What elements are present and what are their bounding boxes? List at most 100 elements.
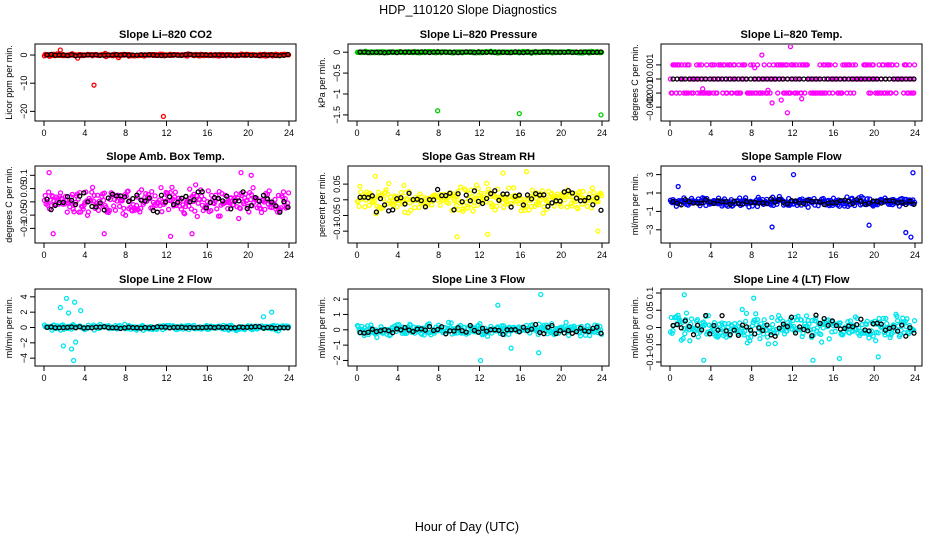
hourly-point — [402, 201, 408, 207]
data-point — [537, 197, 543, 204]
data-point — [714, 90, 720, 96]
hourly-point — [285, 51, 291, 58]
hourly-point — [553, 198, 559, 204]
data-point — [724, 90, 730, 96]
outlier-point — [167, 233, 174, 239]
outlier-point — [72, 339, 79, 345]
hourly-point — [455, 191, 461, 197]
hourly-point — [365, 195, 371, 201]
hourly-point — [134, 192, 140, 198]
hourly-point — [467, 322, 473, 329]
data-point — [847, 318, 854, 324]
data-point — [895, 318, 901, 324]
data-point — [475, 185, 481, 192]
hourly-point — [841, 325, 848, 332]
data-point — [470, 208, 476, 214]
y-tick-label: −2 — [332, 355, 342, 365]
data-point — [683, 310, 690, 316]
data-point — [883, 315, 889, 322]
data-point — [489, 202, 496, 208]
hourly-point — [93, 204, 99, 210]
panel-title: Slope Li–820 Temp. — [741, 29, 843, 41]
data-point — [460, 208, 466, 214]
data-point — [85, 209, 92, 215]
y-tick-label: 0 — [645, 325, 655, 330]
hourly-point — [727, 331, 733, 338]
outlier-point — [769, 224, 775, 230]
data-point — [564, 204, 570, 210]
hourly-point — [678, 325, 684, 331]
hourly-point — [101, 207, 107, 213]
hourly-point — [598, 49, 604, 55]
data-point — [743, 310, 750, 317]
data-point — [791, 62, 797, 68]
hourly-point — [698, 200, 705, 206]
hourly-point — [48, 206, 54, 213]
y-tick-label: 2 — [19, 310, 29, 315]
data-point — [758, 321, 764, 327]
hourly-point — [390, 330, 396, 336]
hourly-point — [911, 330, 917, 336]
data-point — [64, 209, 70, 215]
data-point — [266, 188, 272, 194]
hourly-point — [479, 200, 486, 207]
panel-title: Slope Sample Flow — [741, 151, 842, 163]
hourly-point — [422, 204, 429, 210]
y-tick-label: 0.1 — [645, 287, 655, 300]
hourly-point — [739, 322, 746, 328]
data-point — [769, 321, 776, 328]
x-tick-label: 20 — [869, 373, 879, 383]
data-point — [716, 321, 723, 327]
y-tick-label: −0.05 — [19, 204, 29, 227]
panel-title: Slope Amb. Box Temp. — [106, 151, 225, 163]
hourly-point — [911, 201, 917, 207]
data-point — [704, 62, 710, 68]
outlier-point — [866, 222, 872, 228]
hourly-point — [224, 193, 230, 199]
x-tick-label: 20 — [243, 373, 253, 383]
data-point — [407, 207, 414, 213]
hourly-point — [768, 196, 774, 202]
x-tick-label: 16 — [202, 128, 212, 138]
hourly-point — [496, 197, 502, 203]
data-point — [813, 315, 819, 321]
data-point — [875, 330, 881, 336]
data-point — [178, 206, 184, 212]
data-point — [694, 317, 701, 323]
data-point — [159, 209, 165, 215]
data-point — [911, 318, 918, 324]
hourly-point — [158, 192, 165, 198]
hourly-point — [833, 322, 840, 329]
x-tick-label: 24 — [284, 250, 294, 260]
data-point — [357, 183, 363, 189]
hourly-point — [72, 201, 79, 208]
outlier-point — [536, 350, 542, 356]
plot-box — [347, 288, 610, 367]
data-point — [533, 195, 539, 201]
data-point — [138, 205, 144, 211]
data-point — [225, 205, 231, 212]
y-tick-label: −20 — [19, 104, 29, 119]
data-point — [840, 332, 846, 338]
data-point — [235, 195, 241, 201]
data-point — [396, 322, 402, 328]
hourly-point — [285, 325, 291, 331]
hourly-point — [195, 189, 201, 195]
y-tick-label: 0 — [332, 50, 342, 55]
hourly-point — [825, 322, 831, 328]
points-line3 — [354, 291, 605, 364]
data-point — [73, 199, 79, 206]
data-point — [540, 210, 546, 216]
x-tick-label: 16 — [515, 250, 525, 260]
outlier-point — [875, 354, 881, 360]
outlier-point — [248, 172, 254, 178]
outlier-point — [675, 183, 681, 190]
data-point — [258, 205, 264, 212]
hourly-point — [743, 76, 750, 82]
x-tick-label: 4 — [395, 373, 400, 383]
data-point — [591, 190, 597, 196]
data-point — [485, 186, 492, 193]
hourly-point — [434, 186, 441, 193]
hourly-point — [166, 194, 173, 200]
